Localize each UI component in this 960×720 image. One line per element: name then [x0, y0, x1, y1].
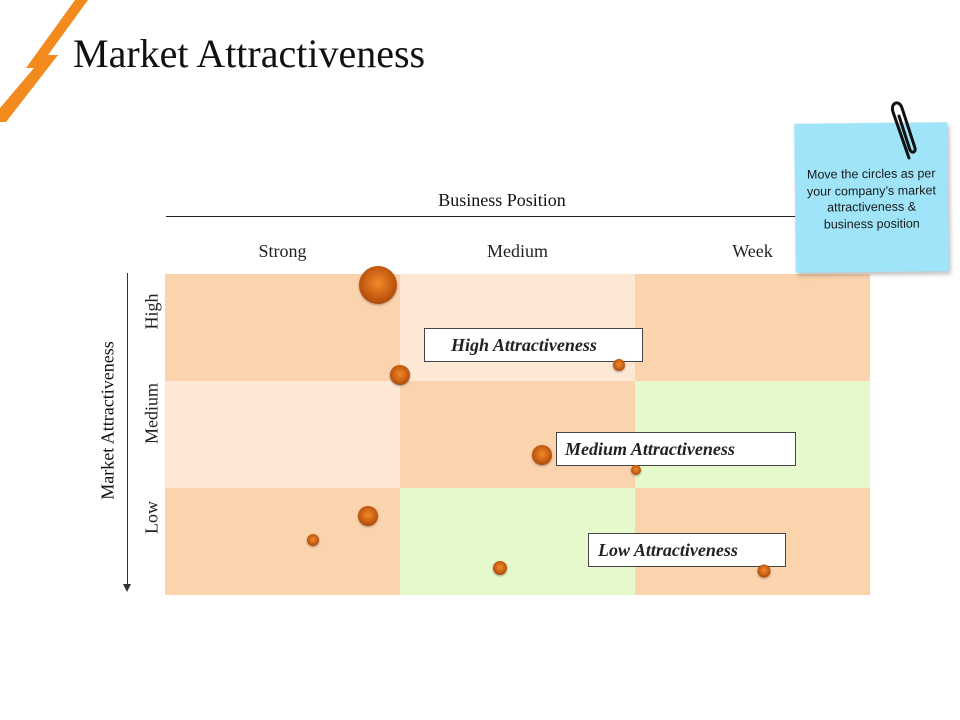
matrix-cell	[635, 274, 870, 381]
sticky-note-text: Move the circles as per your company’s m…	[806, 166, 936, 232]
x-axis-line	[166, 216, 838, 217]
attractiveness-matrix	[165, 274, 870, 595]
x-axis-title: Business Position	[438, 190, 566, 210]
column-label-strong: Strong	[258, 241, 307, 261]
matrix-cell	[165, 488, 400, 595]
matrix-cell	[165, 381, 400, 488]
lightning-bolt-icon	[0, 0, 88, 122]
position-bubble[interactable]	[307, 534, 319, 546]
position-bubble[interactable]	[390, 365, 410, 385]
position-bubble[interactable]	[359, 266, 397, 304]
medium-attractiveness-label: Medium Attractiveness	[556, 432, 796, 466]
column-label-week: Week	[732, 241, 773, 261]
matrix-cell	[400, 274, 635, 381]
high-attractiveness-label: High Attractiveness	[424, 328, 643, 362]
y-axis-arrow-line	[127, 273, 128, 586]
position-bubble[interactable]	[358, 506, 378, 526]
row-label-medium: Medium	[141, 383, 162, 444]
paperclip-icon	[890, 101, 917, 160]
row-label-low: Low	[141, 501, 162, 534]
low-attractiveness-label: Low Attractiveness	[588, 533, 786, 567]
position-bubble[interactable]	[613, 359, 625, 371]
position-bubble[interactable]	[757, 564, 771, 578]
row-label-high: High	[141, 293, 162, 330]
column-label-medium: Medium	[487, 241, 548, 261]
page-title: Market Attractiveness	[73, 31, 426, 76]
y-axis-title: Market Attractiveness	[97, 341, 118, 500]
position-bubble[interactable]	[532, 445, 552, 465]
position-bubble[interactable]	[493, 561, 507, 575]
y-axis-arrow-head-icon	[123, 584, 131, 592]
position-bubble[interactable]	[631, 465, 641, 475]
sticky-note: Move the circles as per your company’s m…	[794, 122, 949, 273]
